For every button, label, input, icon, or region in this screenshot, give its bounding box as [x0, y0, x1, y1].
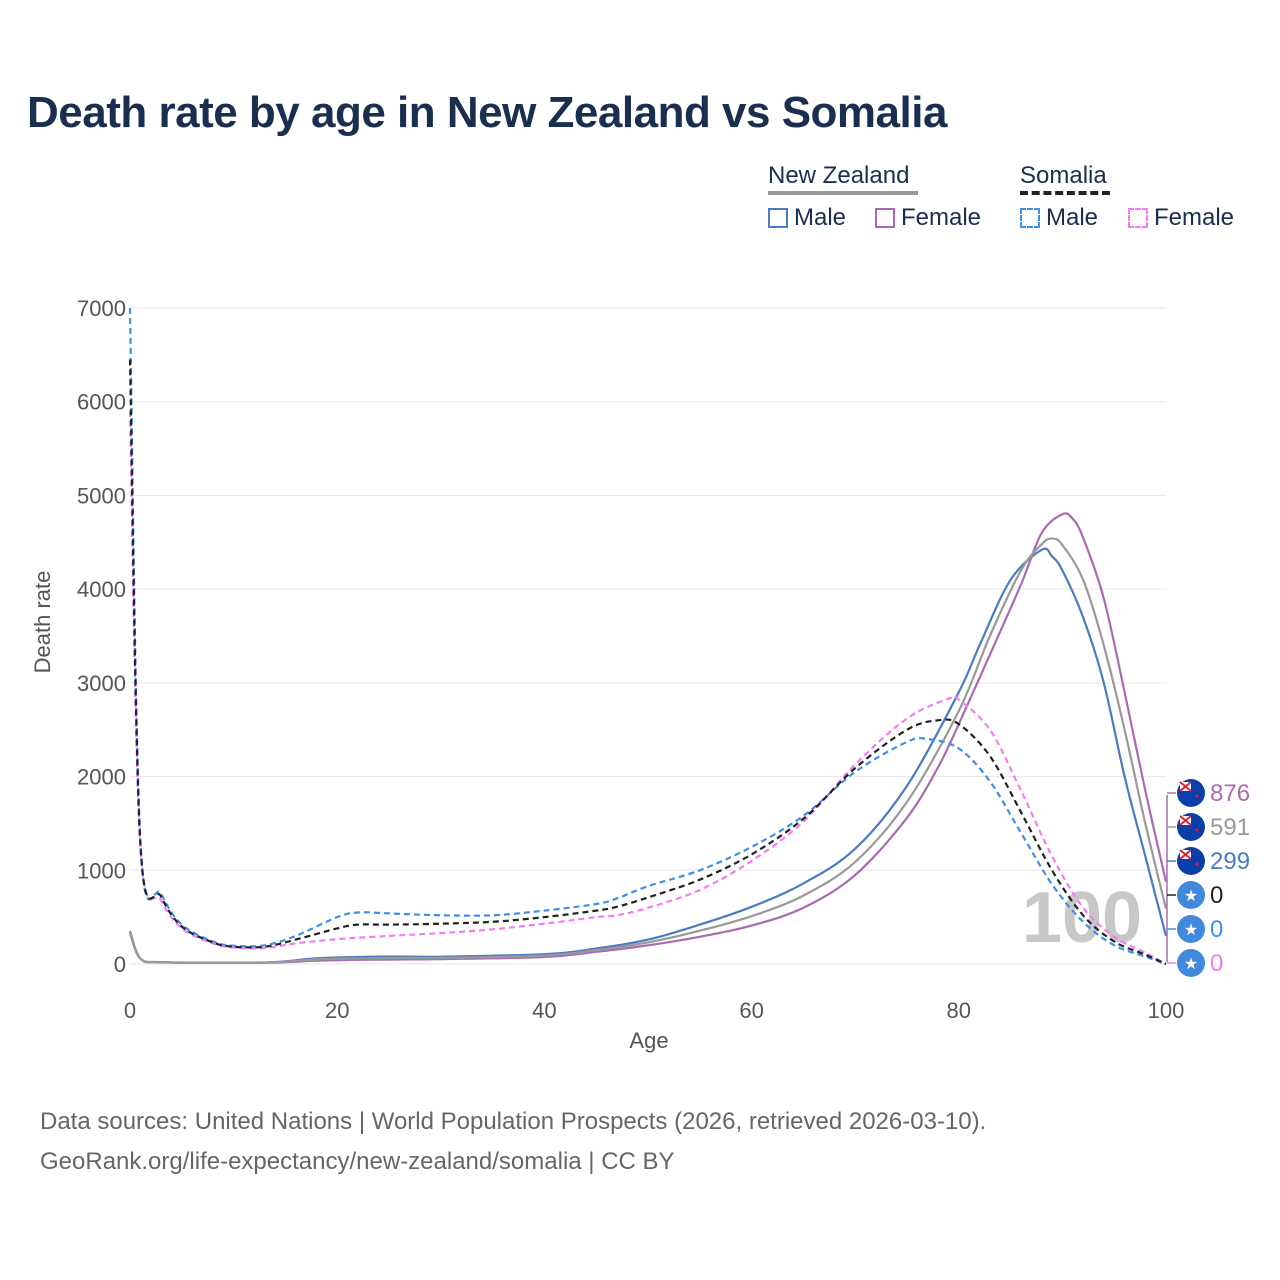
x-tick-label: 80: [947, 998, 971, 1023]
y-tick-label: 0: [114, 952, 126, 977]
svg-text:★: ★: [1184, 956, 1198, 973]
somalia-flag-icon: ★: [1177, 949, 1205, 977]
y-axis-title: Death rate: [30, 571, 55, 674]
end-label-value: 0: [1210, 950, 1223, 977]
nz-flag-icon: [1177, 779, 1205, 807]
end-label-value: 0: [1210, 916, 1223, 943]
legend-swatch-somalia-female: [1128, 208, 1148, 228]
legend-label-nz-male: Male: [794, 204, 847, 231]
somalia-flag-icon: ★: [1177, 881, 1205, 909]
grid-lines: [130, 307, 1166, 965]
end-label-value: 0: [1210, 882, 1223, 909]
series-line-so-male[interactable]: [128, 307, 1167, 966]
y-tick-label: 4000: [77, 577, 126, 602]
x-tick-label: 40: [532, 998, 556, 1023]
series-line-so-total[interactable]: [128, 359, 1167, 966]
legend-new-zealand-total-line: [768, 191, 918, 195]
source-line-1: Data sources: United Nations | World Pop…: [40, 1108, 987, 1135]
legend-somalia-total-line: [1020, 191, 1110, 195]
somalia-flag-icon: ★: [1177, 915, 1205, 943]
y-tick-label: 3000: [77, 671, 126, 696]
legend-item-somalia-male[interactable]: Male: [1020, 204, 1098, 232]
y-tick-label: 2000: [77, 765, 126, 790]
x-tick-label: 60: [739, 998, 763, 1023]
series-line-nz-total[interactable]: [128, 537, 1168, 964]
legend-group-new-zealand: New Zealand: [768, 162, 910, 189]
x-axis-title: Age: [629, 1028, 668, 1053]
legend-swatch-somalia-male: [1020, 208, 1040, 228]
series-line-so-female[interactable]: [128, 411, 1167, 965]
legend-item-somalia-female[interactable]: Female: [1128, 204, 1234, 232]
nz-flag-icon: [1177, 813, 1205, 841]
y-tick-label: 1000: [77, 858, 126, 883]
legend-group-somalia: Somalia: [1020, 162, 1107, 189]
y-tick-label: 5000: [77, 483, 126, 508]
svg-text:★: ★: [1184, 888, 1198, 905]
axes: 0 1000 2000 3000 4000 5000 6000 7000 0 20 40 60 80 10…: [77, 296, 1184, 1023]
legend-label-nz-female: Female: [901, 204, 982, 231]
nz-flag-icon: [1177, 847, 1205, 875]
legend-item-nz-male[interactable]: Male: [768, 204, 846, 232]
end-label-value: 591: [1210, 814, 1250, 841]
y-tick-label: 7000: [77, 296, 126, 321]
legend-label-somalia-female: Female: [1154, 204, 1235, 231]
x-tick-label: 20: [325, 998, 349, 1023]
y-tick-label: 6000: [77, 390, 126, 415]
end-label-value: 876: [1210, 780, 1250, 807]
x-tick-label: 0: [124, 998, 136, 1023]
x-tick-label: 100: [1148, 998, 1185, 1023]
series-lines: [128, 307, 1168, 966]
series-line-nz-female[interactable]: [128, 512, 1168, 964]
chart-title: Death rate by age in New Zealand vs Soma…: [27, 88, 947, 137]
legend-swatch-nz-female: [875, 208, 895, 228]
end-label-value: 299: [1210, 848, 1250, 875]
end-labels: 876 591 299 ★ 0 ★ 0 ★ 0: [1166, 779, 1250, 977]
svg-text:★: ★: [1184, 922, 1198, 939]
legend-label-somalia-male: Male: [1046, 204, 1099, 231]
source-line-2: GeoRank.org/life-expectancy/new-zealand/…: [40, 1148, 675, 1175]
legend-item-nz-female[interactable]: Female: [875, 204, 981, 232]
legend-swatch-nz-male: [768, 208, 788, 228]
